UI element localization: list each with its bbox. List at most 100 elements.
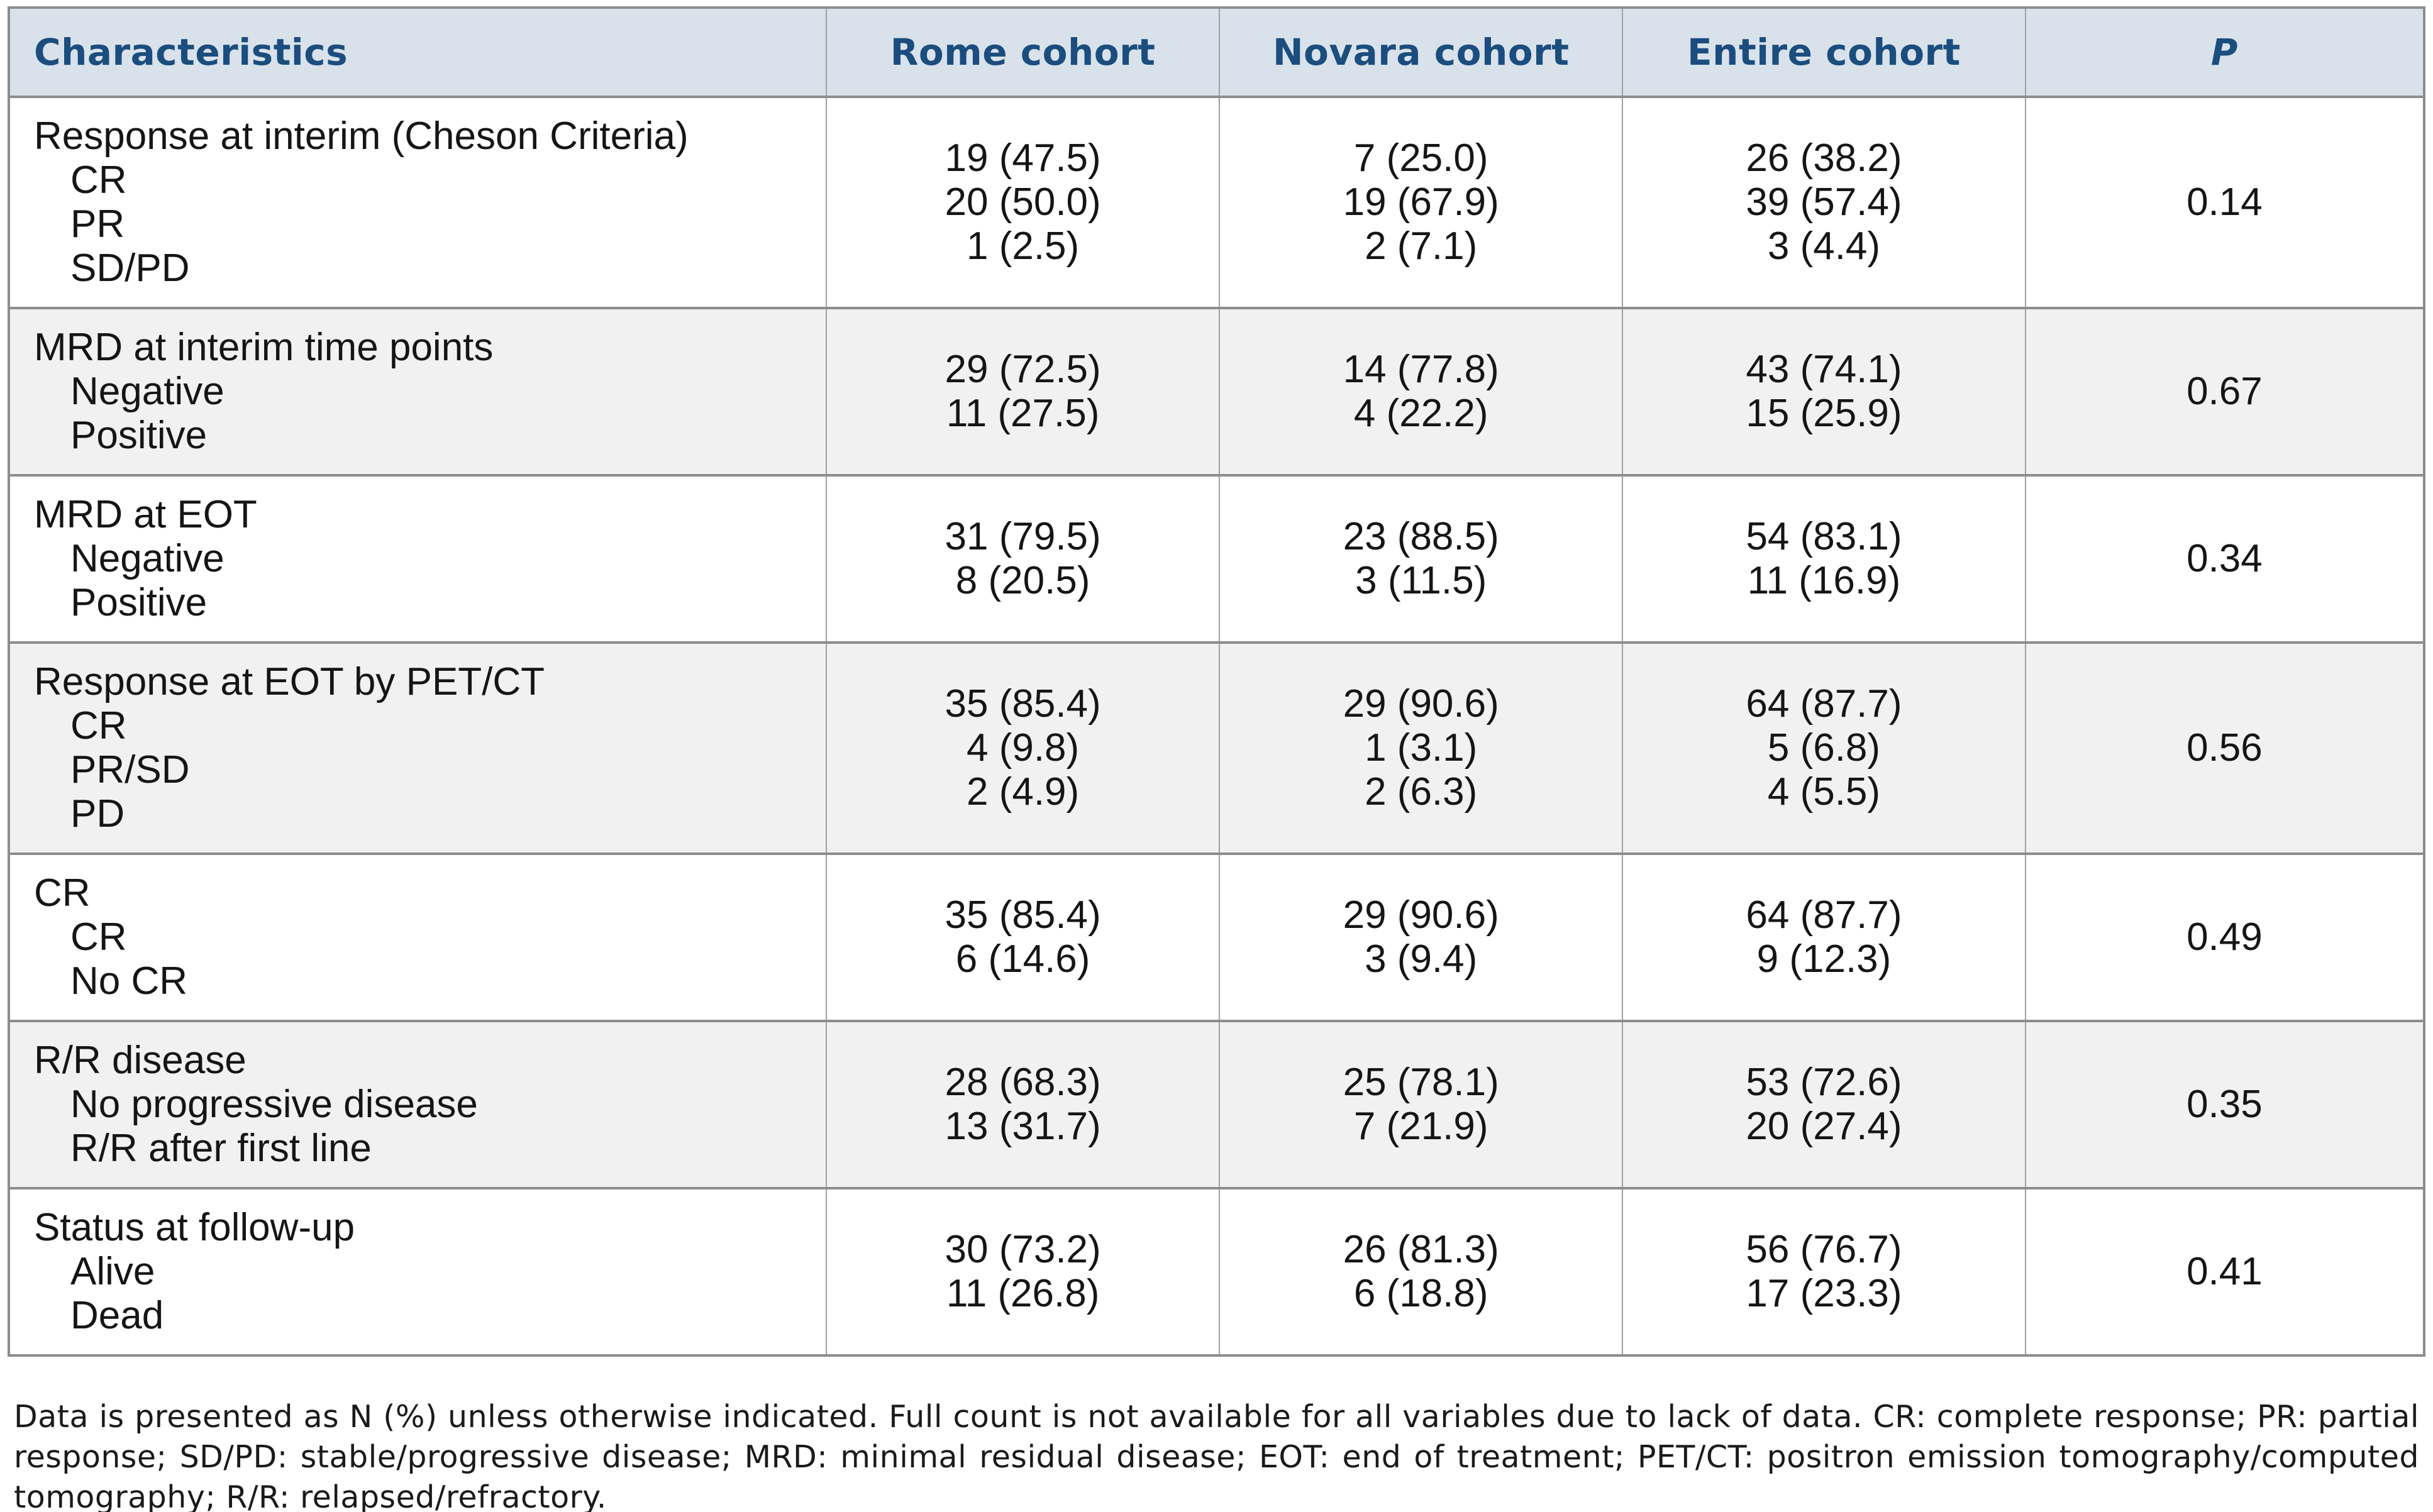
value-line: 64 (87.7): [1746, 682, 1902, 726]
table-row-group: Response at interim (Cheson Criteria) CR P…: [10, 96, 2423, 307]
sub-item-label: PR: [70, 202, 125, 246]
value-line: 8 (20.5): [955, 559, 1090, 602]
group-label: R/R disease: [34, 1039, 247, 1082]
value-line: 4 (5.5): [1767, 770, 1881, 814]
value-line: 20 (27.4): [1746, 1105, 1902, 1148]
value-cell-entire: 43 (74.1) 15 (25.9): [1622, 309, 2025, 474]
value-cell-rome: 19 (47.5) 20 (50.0) 1 (2.5): [825, 98, 1219, 307]
characteristic-cell: R/R disease No progressive disease R/R aft…: [10, 1022, 826, 1187]
table-body: Response at interim (Cheson Criteria) CR P…: [10, 96, 2423, 1354]
value-line: 64 (87.7): [1746, 893, 1902, 937]
group-label: Response at interim (Cheson Criteria): [34, 114, 689, 158]
value-line: 6 (14.6): [955, 937, 1090, 981]
value-line: 20 (50.0): [945, 180, 1101, 224]
table-row-group: MRD at interim time points Negative Positi…: [10, 307, 2423, 474]
p-value-cell: 0.49: [2024, 855, 2423, 1020]
column-header-entire-cohort: Entire cohort: [1622, 9, 2025, 96]
table-row-group: Response at EOT by PET/CT CR PR/SD PD 35 (85…: [10, 641, 2423, 853]
value-line: 31 (79.5): [945, 515, 1101, 558]
p-value: 0.49: [2186, 915, 2263, 959]
group-label: CR: [34, 871, 91, 915]
value-cell-entire: 56 (76.7) 17 (23.3): [1622, 1189, 2025, 1354]
p-value: 0.41: [2186, 1250, 2263, 1293]
value-cell-entire: 53 (72.6) 20 (27.4): [1622, 1022, 2025, 1187]
value-cell-entire: 64 (87.7) 9 (12.3): [1622, 855, 2025, 1020]
value-cell-rome: 29 (72.5) 11 (27.5): [825, 309, 1219, 474]
sub-item-label: Positive: [70, 414, 208, 457]
value-line: 53 (72.6): [1746, 1061, 1902, 1104]
table-row-group: MRD at EOT Negative Positive 31 (79.5) 8 (20…: [10, 474, 2423, 641]
value-cell-rome: 30 (73.2) 11 (26.8): [825, 1189, 1219, 1354]
value-line: 26 (81.3): [1343, 1228, 1499, 1271]
value-line: 7 (25.0): [1353, 136, 1488, 180]
value-line: 2 (7.1): [1365, 224, 1478, 268]
sub-item-label: Positive: [70, 581, 208, 624]
value-line: 15 (25.9): [1746, 392, 1902, 435]
table-row-group: Status at follow-up Alive Dead 30 (73.2) 11 …: [10, 1187, 2423, 1354]
value-line: 43 (74.1): [1746, 348, 1902, 391]
characteristic-cell: Response at EOT by PET/CT CR PR/SD PD: [10, 644, 826, 853]
sub-item-label: No progressive disease: [70, 1083, 478, 1126]
p-value-cell: 0.41: [2024, 1189, 2423, 1354]
sub-item-label: Negative: [70, 537, 224, 580]
sub-item-label: PR/SD: [70, 748, 190, 792]
sub-item-label: CR: [70, 704, 127, 748]
value-line: 29 (72.5): [945, 348, 1101, 391]
value-line: 3 (4.4): [1767, 224, 1881, 268]
value-line: 35 (85.4): [945, 682, 1101, 726]
value-cell-rome: 35 (85.4) 6 (14.6): [825, 855, 1219, 1020]
value-line: 28 (68.3): [945, 1061, 1101, 1104]
characteristic-cell: MRD at EOT Negative Positive: [10, 477, 826, 641]
group-label: MRD at interim time points: [34, 326, 494, 369]
value-cell-novara: 14 (77.8) 4 (22.2): [1219, 309, 1622, 474]
value-line: 29 (90.6): [1343, 682, 1499, 726]
group-label: Status at follow-up: [34, 1206, 355, 1249]
value-line: 11 (16.9): [1747, 559, 1901, 602]
value-line: 11 (26.8): [946, 1272, 1100, 1315]
p-value: 0.56: [2186, 726, 2263, 770]
sub-item-label: R/R after first line: [70, 1127, 372, 1170]
value-line: 54 (83.1): [1746, 515, 1902, 558]
characteristic-cell: Status at follow-up Alive Dead: [10, 1189, 826, 1354]
value-line: 30 (73.2): [945, 1228, 1101, 1271]
value-line: 6 (18.8): [1353, 1272, 1488, 1315]
group-label: Response at EOT by PET/CT: [34, 660, 545, 704]
value-line: 2 (4.9): [967, 770, 1080, 814]
value-line: 5 (6.8): [1767, 726, 1881, 770]
value-cell-novara: 26 (81.3) 6 (18.8): [1219, 1189, 1622, 1354]
p-value-cell: 0.35: [2024, 1022, 2423, 1187]
value-cell-entire: 26 (38.2) 39 (57.4) 3 (4.4): [1622, 98, 2025, 307]
value-line: 2 (6.3): [1365, 770, 1478, 814]
value-line: 14 (77.8): [1343, 348, 1499, 391]
value-cell-novara: 29 (90.6) 1 (3.1) 2 (6.3): [1219, 644, 1622, 853]
value-cell-novara: 23 (88.5) 3 (11.5): [1219, 477, 1622, 641]
group-label: MRD at EOT: [34, 493, 257, 536]
footnote: Data is presented as N (%) unless otherw…: [14, 1399, 2419, 1512]
value-line: 17 (23.3): [1746, 1272, 1902, 1315]
p-value-cell: 0.14: [2024, 98, 2423, 307]
value-line: 3 (11.5): [1355, 559, 1487, 602]
value-cell-novara: 29 (90.6) 3 (9.4): [1219, 855, 1622, 1020]
value-cell-entire: 54 (83.1) 11 (16.9): [1622, 477, 2025, 641]
value-line: 1 (2.5): [967, 224, 1080, 268]
sub-item-label: CR: [70, 158, 127, 202]
value-line: 25 (78.1): [1343, 1061, 1499, 1104]
p-value-cell: 0.67: [2024, 309, 2423, 474]
sub-item-label: Dead: [70, 1294, 164, 1337]
value-line: 19 (47.5): [945, 136, 1101, 180]
value-line: 26 (38.2): [1746, 136, 1902, 180]
value-line: 29 (90.6): [1343, 893, 1499, 937]
p-value-cell: 0.56: [2024, 644, 2423, 853]
value-line: 4 (9.8): [967, 726, 1080, 770]
value-line: 39 (57.4): [1746, 180, 1902, 224]
value-line: 11 (27.5): [946, 392, 1100, 435]
sub-item-label: Negative: [70, 370, 224, 413]
sub-item-label: SD/PD: [70, 246, 190, 290]
p-value: 0.35: [2186, 1083, 2263, 1126]
outcomes-table: Characteristics Rome cohort Novara cohor…: [8, 6, 2425, 1357]
value-line: 3 (9.4): [1365, 937, 1478, 981]
value-line: 13 (31.7): [945, 1105, 1101, 1148]
sub-item-label: PD: [70, 792, 125, 836]
sub-item-label: CR: [70, 915, 127, 959]
